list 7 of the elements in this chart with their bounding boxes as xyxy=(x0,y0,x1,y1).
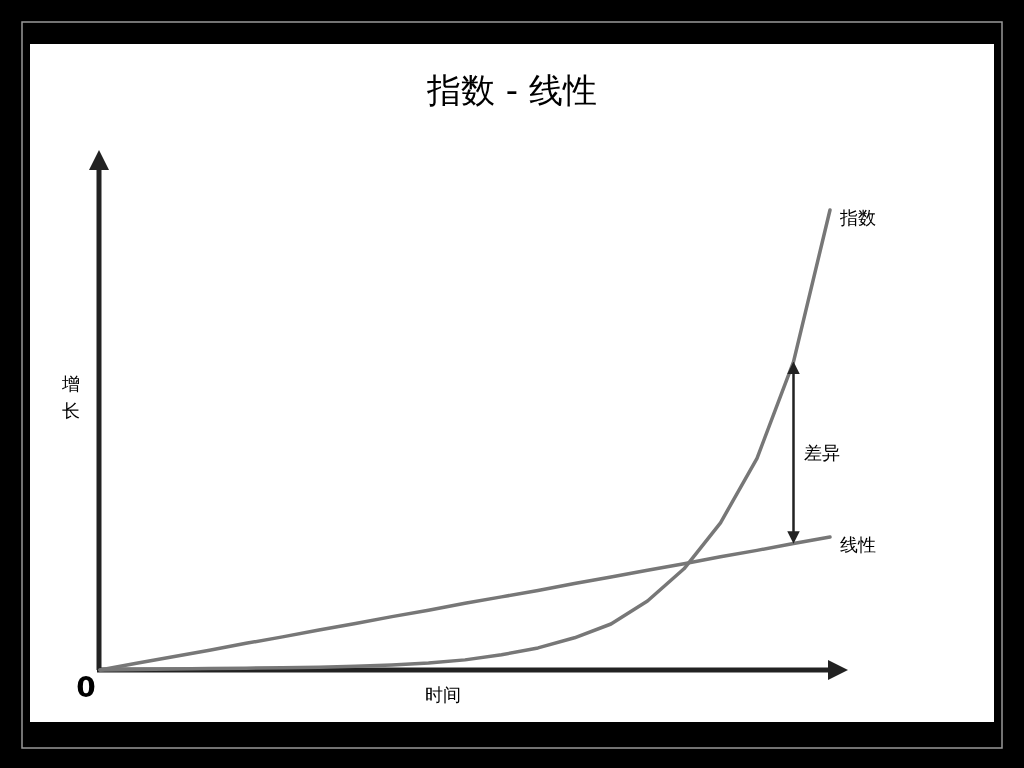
ylabel: 增长 xyxy=(62,373,80,421)
annotation: 差异 xyxy=(803,441,840,463)
annotation: 0 xyxy=(76,671,96,704)
series-label: 线性 xyxy=(840,534,876,556)
series-label: 指数 xyxy=(840,207,876,228)
title: 指数 - 线性 xyxy=(427,70,597,110)
xlabel: 时间 xyxy=(425,684,461,705)
